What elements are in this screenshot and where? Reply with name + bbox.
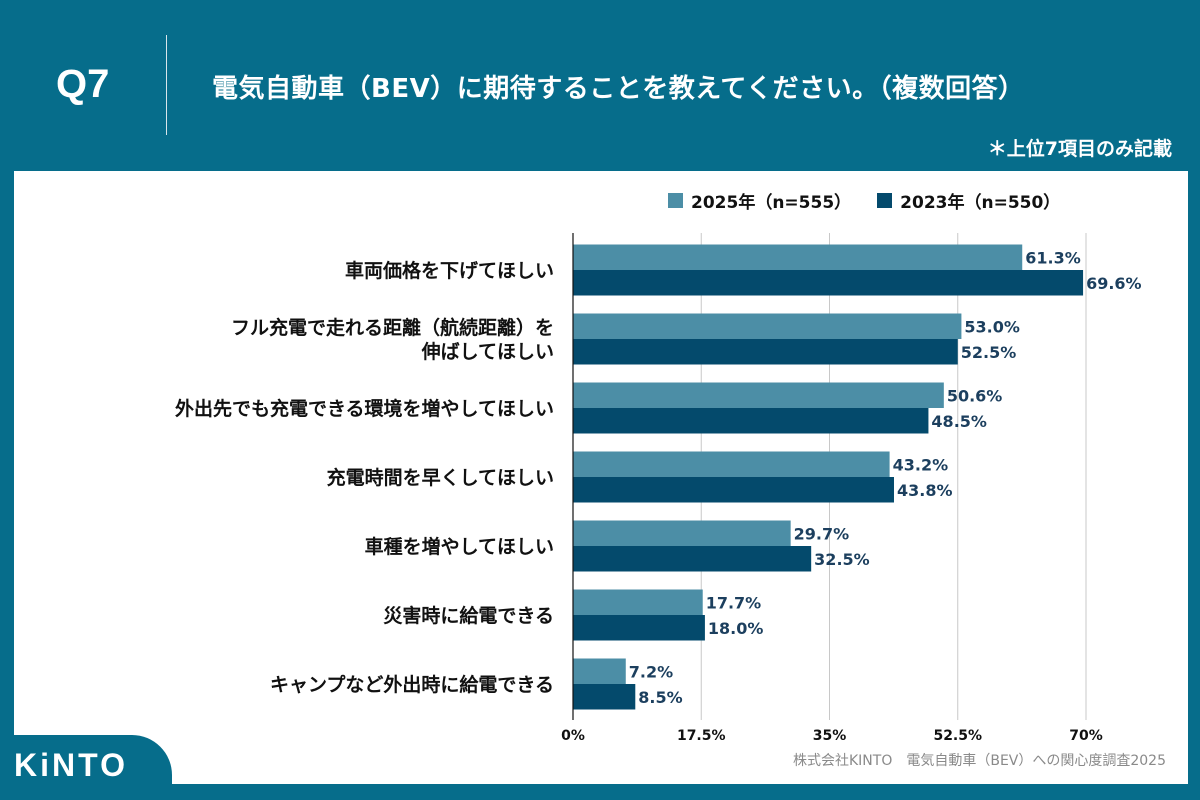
category-label: キャンプなど外出時に給電できる [270, 673, 554, 696]
x-tick-label: 0% [561, 728, 585, 744]
bar-2025 [573, 520, 791, 546]
bar-2025 [573, 589, 703, 615]
data-label: 43.8% [897, 481, 953, 500]
data-label: 29.7% [794, 524, 850, 543]
bar-2023 [573, 339, 958, 365]
x-tick-label: 35% [813, 728, 847, 744]
data-label: 53.0% [964, 317, 1020, 336]
data-label: 18.0% [708, 619, 764, 638]
data-label: 50.6% [947, 386, 1003, 405]
legend-swatch [668, 193, 683, 208]
x-tick-label: 52.5% [933, 728, 982, 744]
bar-2023 [573, 477, 894, 503]
legend: 2025年（n=555） 2023年（n=550） [668, 188, 1060, 213]
bar-2023 [573, 270, 1084, 296]
question-number: Q7 [56, 62, 110, 106]
bar-2025 [573, 451, 890, 477]
bar-2025 [573, 658, 626, 684]
bar-2025 [573, 244, 1023, 270]
divider [166, 35, 167, 135]
note: ＊上位7項目のみ記載 [987, 138, 1172, 160]
bar-2023 [573, 408, 929, 434]
bar-2023 [573, 615, 705, 641]
data-label: 17.7% [706, 593, 762, 612]
x-tick-label: 17.5% [677, 728, 726, 744]
category-label: フル充電で走れる距離（航続距離）を [231, 316, 554, 339]
category-label: 災害時に給電できる [383, 604, 554, 627]
legend-swatch [877, 193, 893, 208]
data-label: 48.5% [931, 412, 987, 431]
source-credit: 株式会社KINTO 電気自動車（BEV）への関心度調査2025 [792, 753, 1166, 769]
data-label: 7.2% [629, 662, 673, 681]
legend-label: 2025年（n=555） [691, 193, 852, 213]
category-label: 充電時間を早くしてほしい [327, 466, 554, 489]
data-label: 32.5% [814, 550, 870, 569]
data-label: 52.5% [961, 343, 1017, 362]
bar-2023 [573, 546, 812, 572]
x-tick-label: 70% [1069, 728, 1103, 744]
data-label: 61.3% [1025, 248, 1081, 267]
data-label: 69.6% [1086, 274, 1142, 293]
page-title: 電気自動車（BEV）に期待することを教えてください。（複数回答） [212, 74, 1025, 104]
legend-item-2025: 2025年（n=555） [668, 188, 851, 213]
category-label: 車種を増やしてほしい [365, 535, 554, 558]
bar-2025 [573, 313, 962, 339]
category-label: 車両価格を下げてほしい [345, 259, 554, 282]
category-label: 伸ばしてほしい [421, 340, 554, 363]
logo-text: KiNTO [14, 747, 128, 783]
data-label: 43.2% [893, 455, 949, 474]
data-label: 8.5% [638, 688, 682, 707]
kinto-logo: KiNTO [0, 735, 172, 800]
legend-item-2023: 2023年（n=550） [877, 188, 1060, 213]
bar-2025 [573, 382, 944, 408]
category-label: 外出先でも充電できる環境を増やしてほしい [175, 397, 554, 420]
bar-2023 [573, 684, 636, 710]
legend-label: 2023年（n=550） [900, 193, 1061, 213]
